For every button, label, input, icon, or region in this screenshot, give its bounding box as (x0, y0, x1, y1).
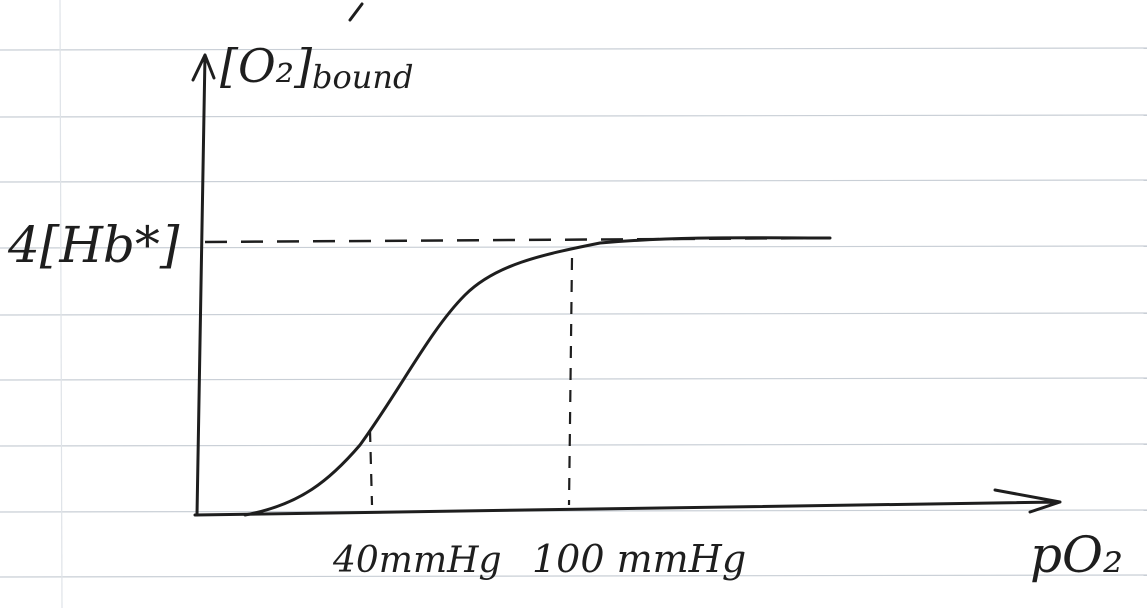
sketch: [O₂] bound 4[Hb*] 40mmHg 100 mmHg pO₂ (0, 0, 1147, 608)
ruled-lines (0, 0, 1147, 608)
page: {"y_axis": {"label": "[O₂]", "subscript"… (0, 0, 1147, 608)
y-axis-label: [O₂] (220, 39, 312, 93)
y-axis-subscript: bound (312, 58, 413, 96)
saturation-label: 4[Hb*] (7, 216, 180, 274)
marker-label: 100 mmHg (532, 537, 746, 581)
x-axis-label: pO₂ (1030, 526, 1123, 584)
stray-mark (350, 4, 362, 20)
binding-curve (245, 238, 830, 515)
marker-line-100 (569, 258, 572, 505)
marker-line-40 (370, 430, 372, 505)
marker-label: 40mmHg (332, 540, 502, 581)
